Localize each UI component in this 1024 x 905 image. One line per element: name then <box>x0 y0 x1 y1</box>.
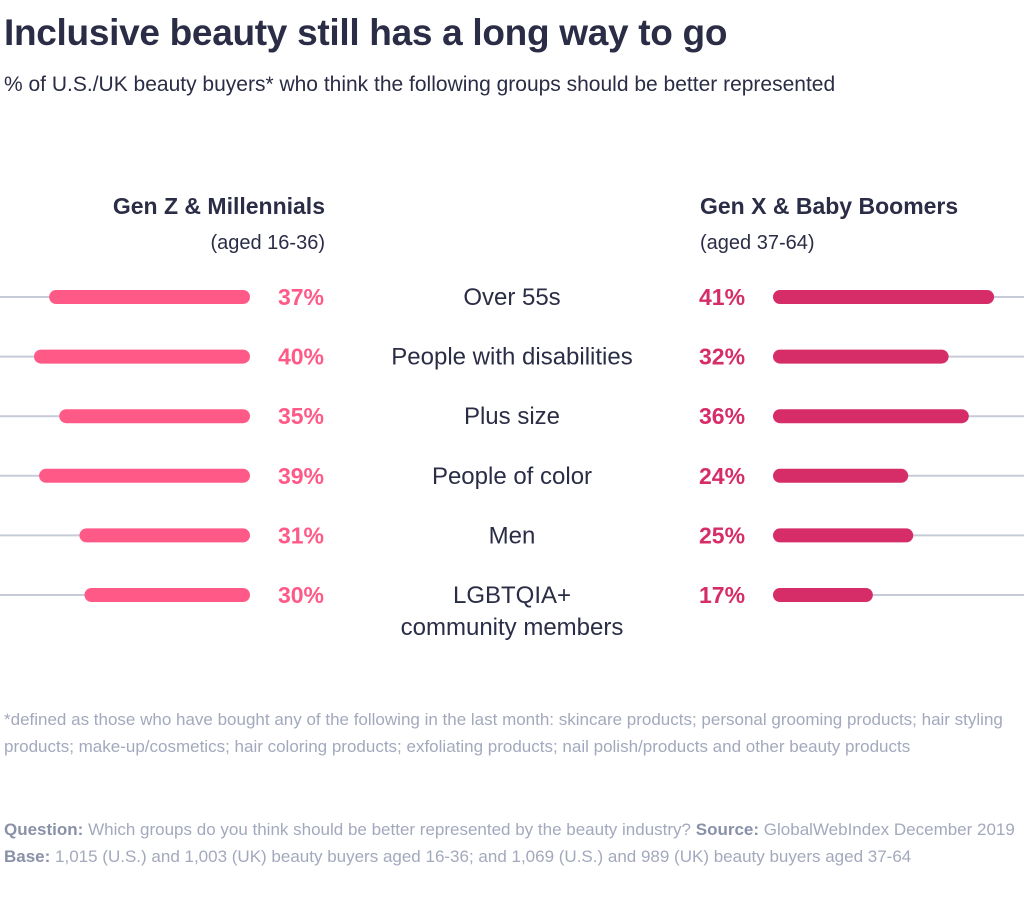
value-label-left: 39% <box>278 463 324 489</box>
value-label-right: 24% <box>699 463 745 489</box>
value-label-right: 36% <box>699 403 745 429</box>
category-label-line: Men <box>489 522 536 549</box>
category-label-line: People with disabilities <box>391 344 632 371</box>
base-label: Base: <box>4 847 51 866</box>
chart-title: Inclusive beauty still has a long way to… <box>4 12 728 53</box>
butterfly-bar-chart: Gen Z & Millennials (aged 16-36) Gen X & B… <box>0 193 1024 641</box>
chart-subtitle: % of U.S./UK beauty buyers* who think th… <box>4 73 836 96</box>
base-text: 1,015 (U.S.) and 1,003 (UK) beauty buyer… <box>55 847 912 866</box>
category-label-line: Plus size <box>464 403 560 430</box>
series-left-title: Gen Z & Millennials <box>113 193 325 219</box>
question-text: Which groups do you think should be bett… <box>88 820 692 839</box>
category-label: People with disabilities <box>391 344 632 371</box>
series-right-title: Gen X & Baby Boomers <box>700 193 958 219</box>
value-label-left: 40% <box>278 344 324 370</box>
value-label-left: 31% <box>278 522 324 548</box>
value-label-right: 17% <box>699 582 745 608</box>
value-label-left: 35% <box>278 403 324 429</box>
category-label: Plus size <box>464 403 560 430</box>
footnote: *defined as those who have bought any of… <box>4 710 1003 756</box>
category-label-line: community members <box>401 614 624 641</box>
value-label-right: 32% <box>699 344 745 370</box>
source-text: GlobalWebIndex December 2019 <box>763 820 1015 839</box>
category-label-line: LGBTQIA+ <box>453 582 571 609</box>
category-label-line: Over 55s <box>463 284 560 311</box>
value-label-right: 41% <box>699 284 745 310</box>
category-label: LGBTQIA+ community members <box>401 582 624 641</box>
series-right-subtitle: (aged 37-64) <box>700 232 815 254</box>
source-label: Source: <box>695 820 760 839</box>
category-label: People of color <box>432 463 592 490</box>
source-note: Question: Which groups do you think shou… <box>4 816 1019 870</box>
question-label: Question: <box>4 820 84 839</box>
value-label-left: 30% <box>278 582 324 608</box>
category-label: Men <box>489 522 536 549</box>
value-label-left: 37% <box>278 284 324 310</box>
series-left-subtitle: (aged 16-36) <box>210 232 325 254</box>
category-label: Over 55s <box>463 284 560 311</box>
category-label-line: People of color <box>432 463 592 490</box>
value-label-right: 25% <box>699 522 745 548</box>
